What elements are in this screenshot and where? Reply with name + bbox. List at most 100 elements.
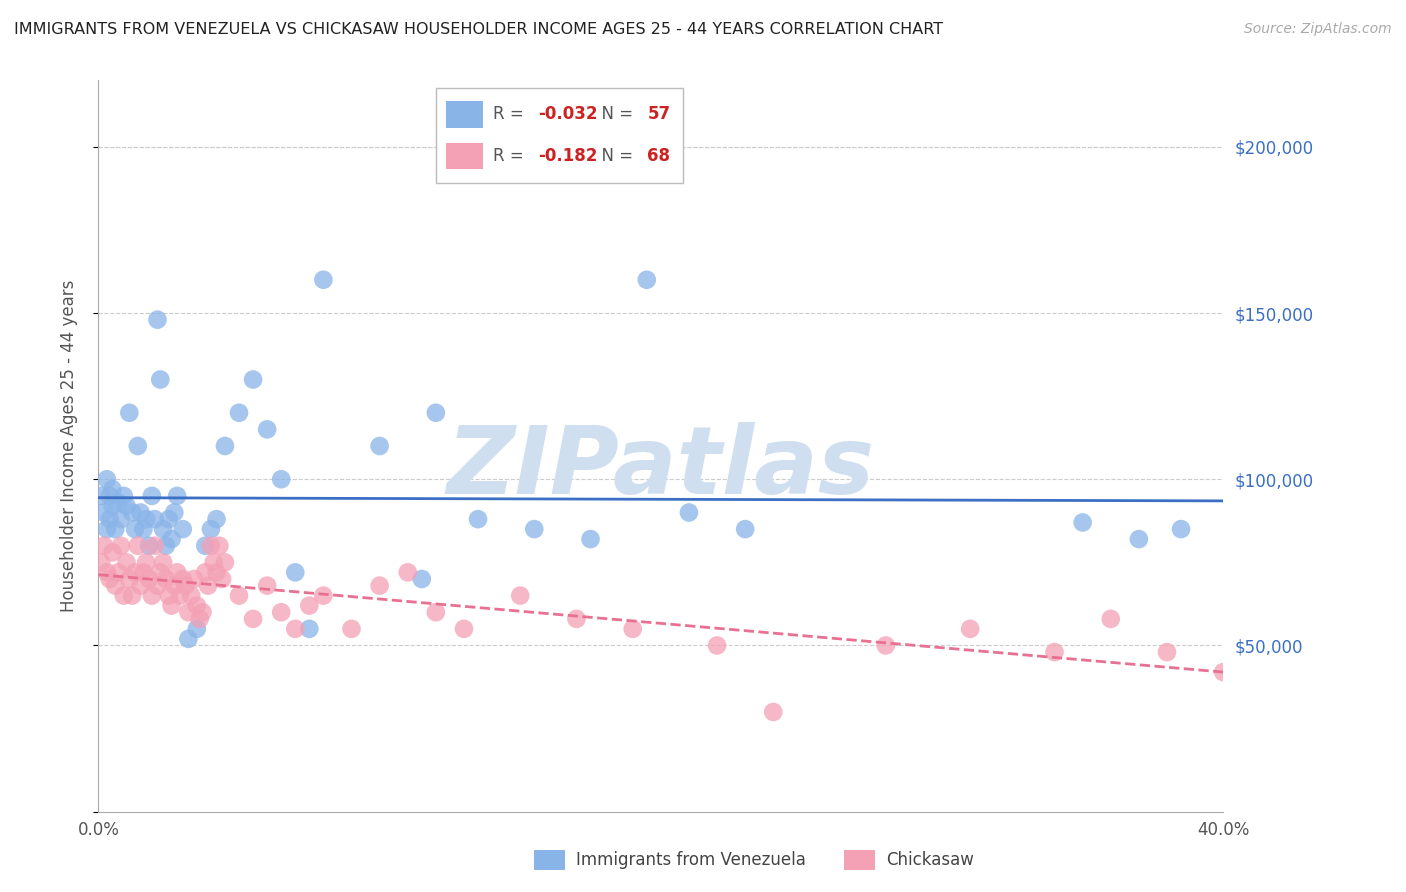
Point [636, 273, 658, 287]
Point [101, 545, 124, 559]
Point [177, 632, 200, 646]
Point [200, 522, 222, 536]
Point [107, 495, 129, 509]
Point [138, 539, 160, 553]
Point [90, 555, 112, 569]
Point [284, 566, 307, 580]
Point [152, 555, 174, 569]
Text: -0.182: -0.182 [537, 147, 598, 165]
Point [129, 506, 152, 520]
Y-axis label: Householder Income Ages 25 - 44 years: Householder Income Ages 25 - 44 years [59, 280, 77, 612]
Point [270, 605, 292, 619]
Point [169, 589, 191, 603]
Text: Immigrants from Venezuela: Immigrants from Venezuela [576, 851, 806, 869]
Point [135, 555, 157, 569]
Point [214, 555, 236, 569]
Point [118, 406, 141, 420]
Point [104, 579, 127, 593]
Point [523, 522, 546, 536]
Point [98, 572, 121, 586]
Point [194, 539, 217, 553]
Point [121, 589, 143, 603]
Text: ZIPatlas: ZIPatlas [447, 422, 875, 514]
Point [242, 372, 264, 386]
Text: N =: N = [591, 147, 638, 165]
Point [411, 572, 433, 586]
Point [101, 499, 124, 513]
Point [298, 599, 321, 613]
Point [284, 622, 307, 636]
Point [734, 522, 756, 536]
Point [312, 273, 335, 287]
Point [270, 472, 292, 486]
Point [141, 589, 163, 603]
Point [96, 566, 118, 580]
Point [172, 522, 194, 536]
Point [160, 532, 183, 546]
Point [875, 639, 897, 653]
Point [197, 579, 219, 593]
Point [1043, 645, 1066, 659]
Point [467, 512, 489, 526]
Point [118, 572, 141, 586]
Point [1071, 516, 1094, 530]
Point [621, 622, 644, 636]
Point [93, 506, 115, 520]
Point [228, 589, 250, 603]
Point [98, 512, 121, 526]
Point [228, 406, 250, 420]
Point [706, 639, 728, 653]
Point [174, 579, 197, 593]
Point [453, 622, 475, 636]
Point [124, 522, 146, 536]
Point [141, 489, 163, 503]
Point [96, 472, 118, 486]
Point [579, 532, 602, 546]
Point [205, 566, 228, 580]
Point [208, 539, 231, 553]
Point [132, 522, 155, 536]
Point [177, 605, 200, 619]
Point [211, 572, 233, 586]
Point [112, 489, 135, 503]
Point [425, 406, 447, 420]
Point [368, 579, 391, 593]
Point [146, 312, 169, 326]
Point [166, 489, 188, 503]
Point [149, 566, 172, 580]
Point [172, 572, 194, 586]
Point [124, 566, 146, 580]
Point [200, 539, 222, 553]
Point [163, 579, 186, 593]
Point [132, 566, 155, 580]
Point [163, 506, 186, 520]
Point [146, 579, 169, 593]
Point [138, 572, 160, 586]
Point [425, 605, 447, 619]
Point [135, 512, 157, 526]
Point [1212, 665, 1234, 679]
Point [188, 612, 211, 626]
Text: -0.032: -0.032 [537, 105, 598, 123]
Point [183, 572, 205, 586]
Point [186, 599, 208, 613]
Point [143, 512, 166, 526]
Point [166, 566, 188, 580]
Point [565, 612, 588, 626]
Point [368, 439, 391, 453]
Point [194, 566, 217, 580]
Text: Chickasaw: Chickasaw [886, 851, 973, 869]
Point [396, 566, 419, 580]
Point [98, 489, 121, 503]
Point [129, 579, 152, 593]
Point [157, 512, 180, 526]
Point [1170, 522, 1192, 536]
Point [298, 622, 321, 636]
Point [104, 522, 127, 536]
Text: R =: R = [492, 105, 529, 123]
Text: R =: R = [492, 147, 529, 165]
Point [242, 612, 264, 626]
Point [1128, 532, 1150, 546]
Point [121, 506, 143, 520]
Point [127, 439, 149, 453]
